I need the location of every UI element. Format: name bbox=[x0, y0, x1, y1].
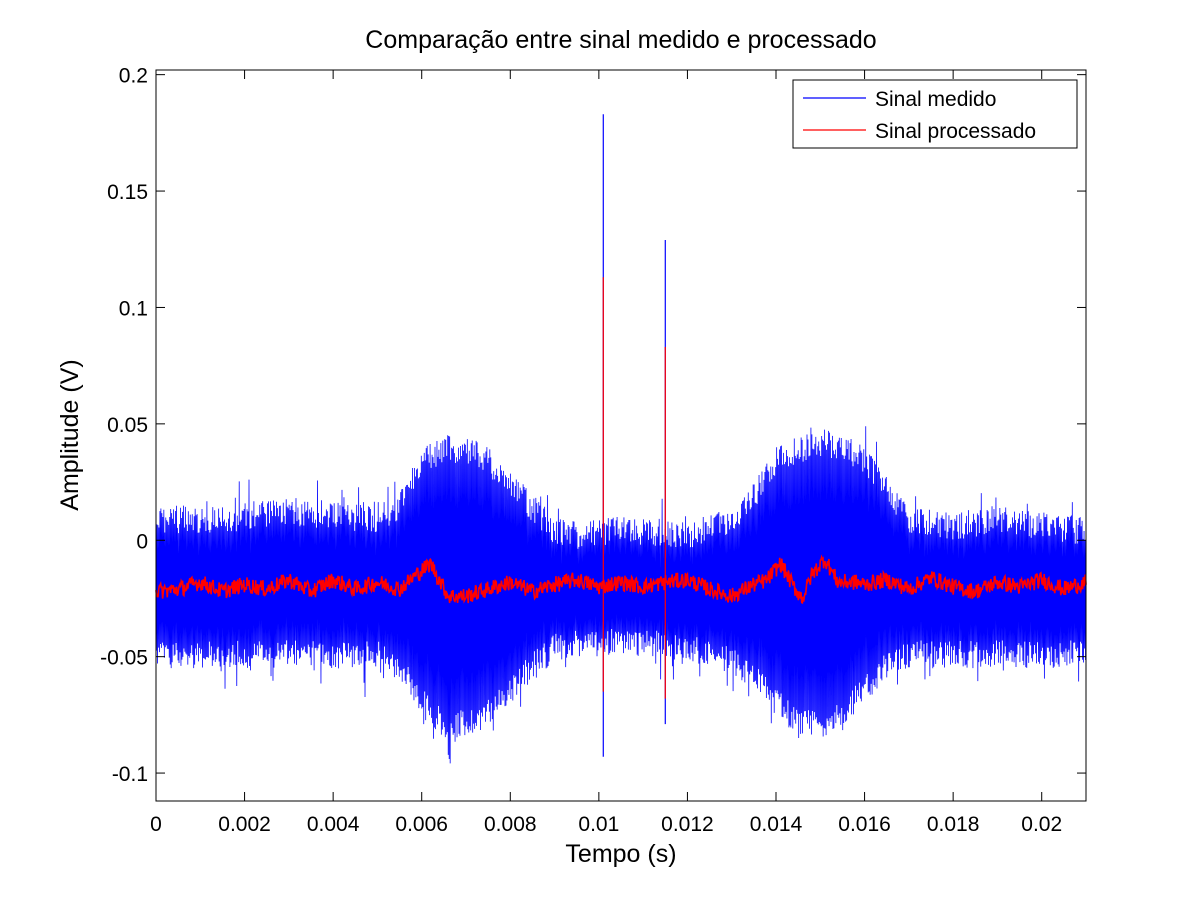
plot-frame bbox=[155, 69, 1087, 802]
y-tick-label: 0.1 bbox=[119, 297, 148, 320]
y-axis-ticks: -0.1 -0.05 0 0.05 0.1 0.15 0.2 bbox=[100, 65, 1086, 786]
x-tick-label: 0.014 bbox=[750, 813, 803, 836]
legend-box bbox=[792, 79, 1078, 149]
chart-title: Comparação entre sinal medido e processa… bbox=[365, 26, 876, 54]
y-tick-label: 0 bbox=[136, 530, 148, 553]
x-tick-label: 0.01 bbox=[578, 813, 619, 836]
x-tick-label: 0.002 bbox=[218, 813, 271, 836]
series-line-sinal-medido bbox=[155, 426, 1087, 764]
x-tick-label: 0.016 bbox=[838, 813, 891, 836]
x-tick-label: 0.006 bbox=[395, 813, 448, 836]
series-line-sinal-processado bbox=[155, 554, 1087, 605]
legend[interactable]: Sinal medido Sinal processado bbox=[792, 79, 1078, 149]
x-tick-label: 0 bbox=[150, 813, 162, 836]
y-tick-label: -0.1 bbox=[112, 763, 148, 786]
y-tick-label: 0.15 bbox=[107, 181, 148, 204]
legend-label-sinal-medido: Sinal medido bbox=[875, 88, 996, 111]
plot-area bbox=[156, 70, 1086, 801]
x-axis-ticks: 0 0.002 0.004 0.006 0.008 0.01 0.012 0.014 0.016… bbox=[150, 70, 1062, 836]
y-tick-label: 0.05 bbox=[107, 414, 148, 437]
data-layer bbox=[155, 114, 1087, 764]
legend-label-sinal-processado: Sinal processado bbox=[875, 120, 1036, 143]
x-axis-title: Tempo (s) bbox=[565, 840, 676, 868]
x-tick-label: 0.008 bbox=[484, 813, 537, 836]
y-axis-title: Amplitude (V) bbox=[56, 359, 84, 510]
x-tick-label: 0.012 bbox=[661, 813, 714, 836]
y-tick-label: 0.2 bbox=[119, 65, 148, 88]
x-tick-label: 0.018 bbox=[927, 813, 980, 836]
y-tick-label: -0.05 bbox=[100, 647, 148, 670]
x-tick-label: 0.02 bbox=[1021, 813, 1062, 836]
x-tick-label: 0.004 bbox=[307, 813, 360, 836]
